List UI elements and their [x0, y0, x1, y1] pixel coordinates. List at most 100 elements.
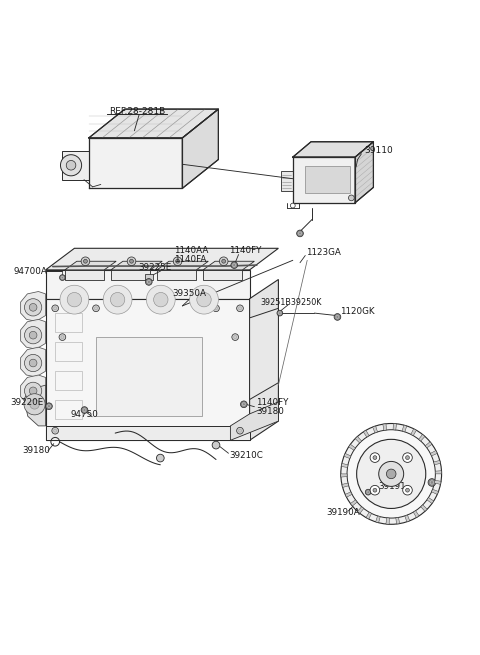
Circle shape — [24, 394, 45, 415]
Polygon shape — [372, 426, 378, 433]
Polygon shape — [62, 151, 89, 179]
Polygon shape — [21, 291, 46, 321]
Text: 1140AA: 1140AA — [174, 246, 208, 255]
Polygon shape — [293, 141, 373, 157]
Text: 1140FY: 1140FY — [256, 398, 288, 407]
Polygon shape — [411, 429, 416, 436]
Text: REF.28-281B: REF.28-281B — [108, 107, 165, 116]
Circle shape — [173, 257, 182, 265]
Polygon shape — [341, 474, 347, 477]
Polygon shape — [363, 430, 369, 437]
Polygon shape — [145, 274, 153, 280]
Circle shape — [145, 278, 152, 286]
Text: 39110: 39110 — [364, 146, 393, 155]
Text: 39220E: 39220E — [11, 398, 44, 407]
Circle shape — [341, 424, 442, 524]
Polygon shape — [355, 141, 373, 202]
Polygon shape — [427, 498, 434, 504]
Circle shape — [370, 485, 380, 495]
Polygon shape — [24, 385, 46, 426]
Circle shape — [81, 407, 88, 413]
Circle shape — [154, 293, 168, 307]
Polygon shape — [341, 464, 348, 468]
Circle shape — [103, 286, 132, 314]
Circle shape — [357, 440, 426, 508]
Circle shape — [24, 354, 42, 371]
Circle shape — [29, 359, 37, 367]
Circle shape — [297, 230, 303, 236]
Circle shape — [110, 293, 125, 307]
Circle shape — [370, 453, 380, 462]
Circle shape — [24, 299, 42, 316]
Circle shape — [59, 334, 66, 341]
Circle shape — [146, 286, 175, 314]
Polygon shape — [393, 424, 396, 430]
Text: 39225E: 39225E — [138, 263, 171, 272]
Circle shape — [93, 305, 99, 312]
Polygon shape — [250, 309, 278, 400]
Circle shape — [212, 441, 220, 449]
Circle shape — [373, 488, 377, 492]
Circle shape — [348, 195, 354, 201]
Polygon shape — [203, 270, 242, 280]
Polygon shape — [96, 337, 202, 417]
Polygon shape — [425, 441, 432, 448]
Polygon shape — [366, 512, 372, 519]
Circle shape — [213, 305, 219, 312]
Polygon shape — [21, 347, 46, 377]
Polygon shape — [65, 261, 116, 270]
Circle shape — [386, 469, 396, 479]
Polygon shape — [250, 280, 278, 440]
Circle shape — [52, 427, 59, 434]
Circle shape — [219, 257, 228, 265]
Polygon shape — [344, 453, 351, 458]
Circle shape — [406, 488, 409, 492]
Polygon shape — [65, 270, 104, 280]
Polygon shape — [230, 402, 278, 440]
Circle shape — [30, 400, 39, 409]
Text: 1123GA: 1123GA — [306, 248, 341, 257]
Polygon shape — [435, 471, 442, 474]
Polygon shape — [383, 424, 386, 430]
Circle shape — [176, 259, 180, 263]
Polygon shape — [386, 518, 389, 524]
Circle shape — [67, 293, 82, 307]
Circle shape — [373, 456, 377, 460]
Polygon shape — [46, 426, 250, 440]
Polygon shape — [376, 516, 380, 523]
Text: 39180: 39180 — [23, 446, 50, 455]
Text: 39210C: 39210C — [229, 451, 264, 460]
Text: 39191: 39191 — [378, 482, 406, 491]
Polygon shape — [89, 109, 218, 138]
Polygon shape — [348, 444, 356, 450]
Circle shape — [365, 489, 371, 495]
Circle shape — [24, 327, 42, 344]
Text: 39190A: 39190A — [326, 508, 360, 517]
Polygon shape — [434, 460, 441, 464]
Circle shape — [84, 259, 87, 263]
Polygon shape — [157, 270, 196, 280]
Circle shape — [231, 262, 238, 269]
Polygon shape — [419, 434, 425, 441]
Text: 94700A: 94700A — [13, 267, 48, 276]
Polygon shape — [355, 436, 361, 443]
Text: 1140FA: 1140FA — [174, 255, 206, 264]
Circle shape — [290, 203, 295, 208]
Circle shape — [29, 303, 37, 311]
Polygon shape — [413, 511, 419, 517]
Text: 94750: 94750 — [71, 411, 98, 419]
Text: 39251B39250K: 39251B39250K — [261, 297, 322, 307]
Circle shape — [60, 274, 65, 280]
Polygon shape — [182, 109, 218, 188]
Circle shape — [156, 454, 164, 462]
Circle shape — [347, 430, 435, 518]
Polygon shape — [396, 517, 400, 524]
Polygon shape — [21, 320, 46, 349]
Polygon shape — [46, 248, 278, 270]
Circle shape — [24, 383, 42, 400]
Circle shape — [190, 286, 218, 314]
Text: 39350A: 39350A — [172, 290, 206, 299]
Polygon shape — [434, 480, 441, 485]
Polygon shape — [402, 425, 407, 432]
Circle shape — [403, 485, 412, 495]
